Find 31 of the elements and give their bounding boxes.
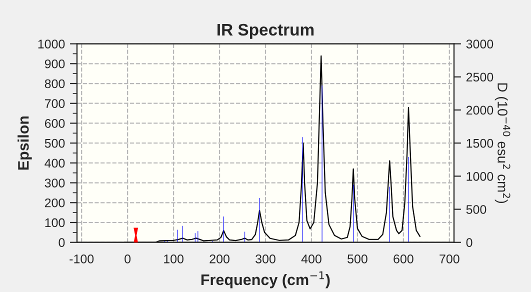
y-tick-label: 1000 xyxy=(38,40,65,48)
y2-tick-label: 1000 xyxy=(466,172,494,181)
y2-tick-label: 2500 xyxy=(466,72,494,82)
y2-tick-label: 3000 xyxy=(466,40,494,48)
y-tick-label: 800 xyxy=(44,79,65,88)
y2-tick-label: 1500 xyxy=(466,138,494,148)
x-tick-label: 200 xyxy=(210,254,230,264)
y-tick-label: 900 xyxy=(44,59,65,68)
y-tick-label: 700 xyxy=(44,99,65,108)
y-tick-label: 0 xyxy=(58,238,65,248)
y-axis-title: Epsilon xyxy=(18,116,32,170)
chart-title: IR Spectrum xyxy=(218,24,314,39)
y-tick-label: 300 xyxy=(44,178,65,188)
y2-tick-label: 500 xyxy=(466,205,486,214)
y-tick-label: 400 xyxy=(44,158,65,168)
y-tick-label: 100 xyxy=(45,218,65,228)
x-tick-label: 0 xyxy=(124,254,131,264)
x-tick-label: 400 xyxy=(301,254,322,264)
x-tick-label: -100 xyxy=(70,254,94,264)
y2-tick-label: 2000 xyxy=(466,106,494,115)
x-tick-label: 100 xyxy=(164,254,184,264)
y2-tick-label: 0 xyxy=(466,238,472,248)
y2-axis-title: D (10$^{−40}$ esu$^{2}$ cm$^{2}$) xyxy=(494,83,510,204)
x-tick-label: 500 xyxy=(348,254,368,264)
x-tick-label: 300 xyxy=(256,254,276,264)
x-tick-label: 600 xyxy=(394,254,414,264)
x-tick-label: 700 xyxy=(440,254,460,264)
y-tick-label: 200 xyxy=(44,198,65,208)
y-tick-label: 600 xyxy=(44,119,65,128)
x-axis-title: Frequency (cm$^{−1}$) xyxy=(201,271,330,288)
y-tick-label: 500 xyxy=(44,138,65,148)
